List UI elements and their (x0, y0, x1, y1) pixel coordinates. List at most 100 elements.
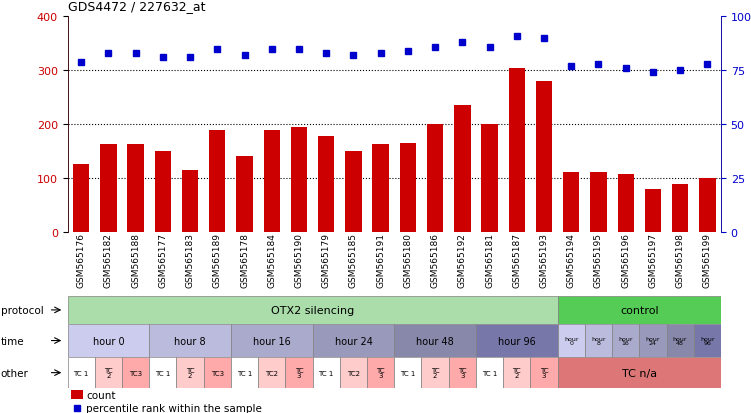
Bar (536, 82, 552, 232)
Text: GSM565176: GSM565176 (77, 232, 86, 287)
Bar (612, 324, 639, 357)
Text: TC 1: TC 1 (400, 370, 415, 376)
Text: GSM565196: GSM565196 (621, 232, 630, 287)
Bar (454, 106, 470, 232)
Bar (481, 125, 498, 232)
Text: GSM565193: GSM565193 (539, 232, 548, 287)
Bar (367, 357, 394, 388)
Text: GSM565189: GSM565189 (213, 232, 222, 287)
Text: hour
48: hour 48 (673, 336, 687, 345)
Text: TC 1: TC 1 (318, 370, 334, 376)
Bar (585, 324, 612, 357)
Bar (312, 324, 394, 357)
Text: TC 1: TC 1 (237, 370, 252, 376)
Bar (291, 127, 307, 232)
Bar (617, 175, 634, 232)
Text: GSM565198: GSM565198 (676, 232, 685, 287)
Text: GSM565182: GSM565182 (104, 232, 113, 287)
Bar (394, 324, 476, 357)
Bar (503, 357, 530, 388)
Text: TC
3: TC 3 (458, 367, 466, 378)
Text: GSM565195: GSM565195 (594, 232, 603, 287)
Text: GSM565177: GSM565177 (158, 232, 167, 287)
Text: hour 48: hour 48 (416, 336, 454, 346)
Text: TC 1: TC 1 (482, 370, 497, 376)
Text: GSM565179: GSM565179 (321, 232, 330, 287)
Bar (204, 357, 231, 388)
Text: GSM565180: GSM565180 (403, 232, 412, 287)
Text: GSM565184: GSM565184 (267, 232, 276, 287)
Text: TC3: TC3 (129, 370, 142, 376)
Bar (372, 145, 389, 232)
Text: GSM565190: GSM565190 (294, 232, 303, 287)
Text: time: time (1, 336, 24, 346)
Text: percentile rank within the sample: percentile rank within the sample (86, 403, 262, 413)
Text: hour 0: hour 0 (92, 336, 124, 346)
Bar (209, 131, 225, 232)
Bar (557, 357, 721, 388)
Bar (258, 357, 285, 388)
Text: GSM565181: GSM565181 (485, 232, 494, 287)
Bar (285, 357, 312, 388)
Text: TC3: TC3 (211, 370, 224, 376)
Bar (421, 357, 449, 388)
Bar (476, 324, 557, 357)
Text: TC2: TC2 (265, 370, 279, 376)
Bar (508, 68, 525, 232)
Text: TC
3: TC 3 (540, 367, 548, 378)
Text: hour
0: hour 0 (564, 336, 578, 345)
Text: TC 1: TC 1 (74, 370, 89, 376)
Bar (182, 170, 198, 232)
Text: TC
2: TC 2 (104, 367, 113, 378)
Bar (557, 296, 721, 324)
Bar (476, 357, 503, 388)
Text: GSM565191: GSM565191 (376, 232, 385, 287)
Text: TC n/a: TC n/a (622, 368, 657, 378)
Bar (394, 357, 421, 388)
Bar (68, 357, 95, 388)
Text: GSM565186: GSM565186 (430, 232, 439, 287)
Bar (339, 357, 367, 388)
Text: GSM565199: GSM565199 (703, 232, 712, 287)
Text: GSM565185: GSM565185 (349, 232, 358, 287)
Bar (176, 357, 204, 388)
Bar (128, 145, 144, 232)
Bar (231, 357, 258, 388)
Text: GSM565194: GSM565194 (567, 232, 576, 287)
Text: hour
8: hour 8 (591, 336, 606, 345)
Text: GSM565178: GSM565178 (240, 232, 249, 287)
Bar (530, 357, 557, 388)
Bar (345, 152, 362, 232)
Text: hour 8: hour 8 (174, 336, 206, 346)
Text: hour
96: hour 96 (700, 336, 715, 345)
Bar (155, 152, 171, 232)
Text: TC
3: TC 3 (294, 367, 303, 378)
Text: OTX2 silencing: OTX2 silencing (271, 305, 354, 315)
Bar (400, 143, 416, 232)
Bar (644, 189, 661, 232)
Text: TC
2: TC 2 (185, 367, 195, 378)
Bar (563, 173, 580, 232)
Bar (68, 324, 149, 357)
Bar (264, 131, 280, 232)
Text: TC
2: TC 2 (512, 367, 521, 378)
Text: TC
3: TC 3 (376, 367, 385, 378)
Text: hour 16: hour 16 (253, 336, 291, 346)
Bar (694, 324, 721, 357)
Text: hour 24: hour 24 (334, 336, 372, 346)
Bar (318, 137, 334, 232)
Text: TC2: TC2 (347, 370, 360, 376)
Text: TC 1: TC 1 (155, 370, 170, 376)
Bar (667, 324, 694, 357)
Text: GSM565187: GSM565187 (512, 232, 521, 287)
Text: GDS4472 / 227632_at: GDS4472 / 227632_at (68, 0, 205, 13)
Bar (672, 185, 688, 232)
Bar (312, 357, 339, 388)
Bar (639, 324, 667, 357)
Text: hour
24: hour 24 (646, 336, 660, 345)
Bar (557, 324, 585, 357)
Bar (73, 165, 89, 232)
Bar (590, 173, 607, 232)
Text: GSM565192: GSM565192 (458, 232, 467, 287)
Text: TC
2: TC 2 (431, 367, 439, 378)
